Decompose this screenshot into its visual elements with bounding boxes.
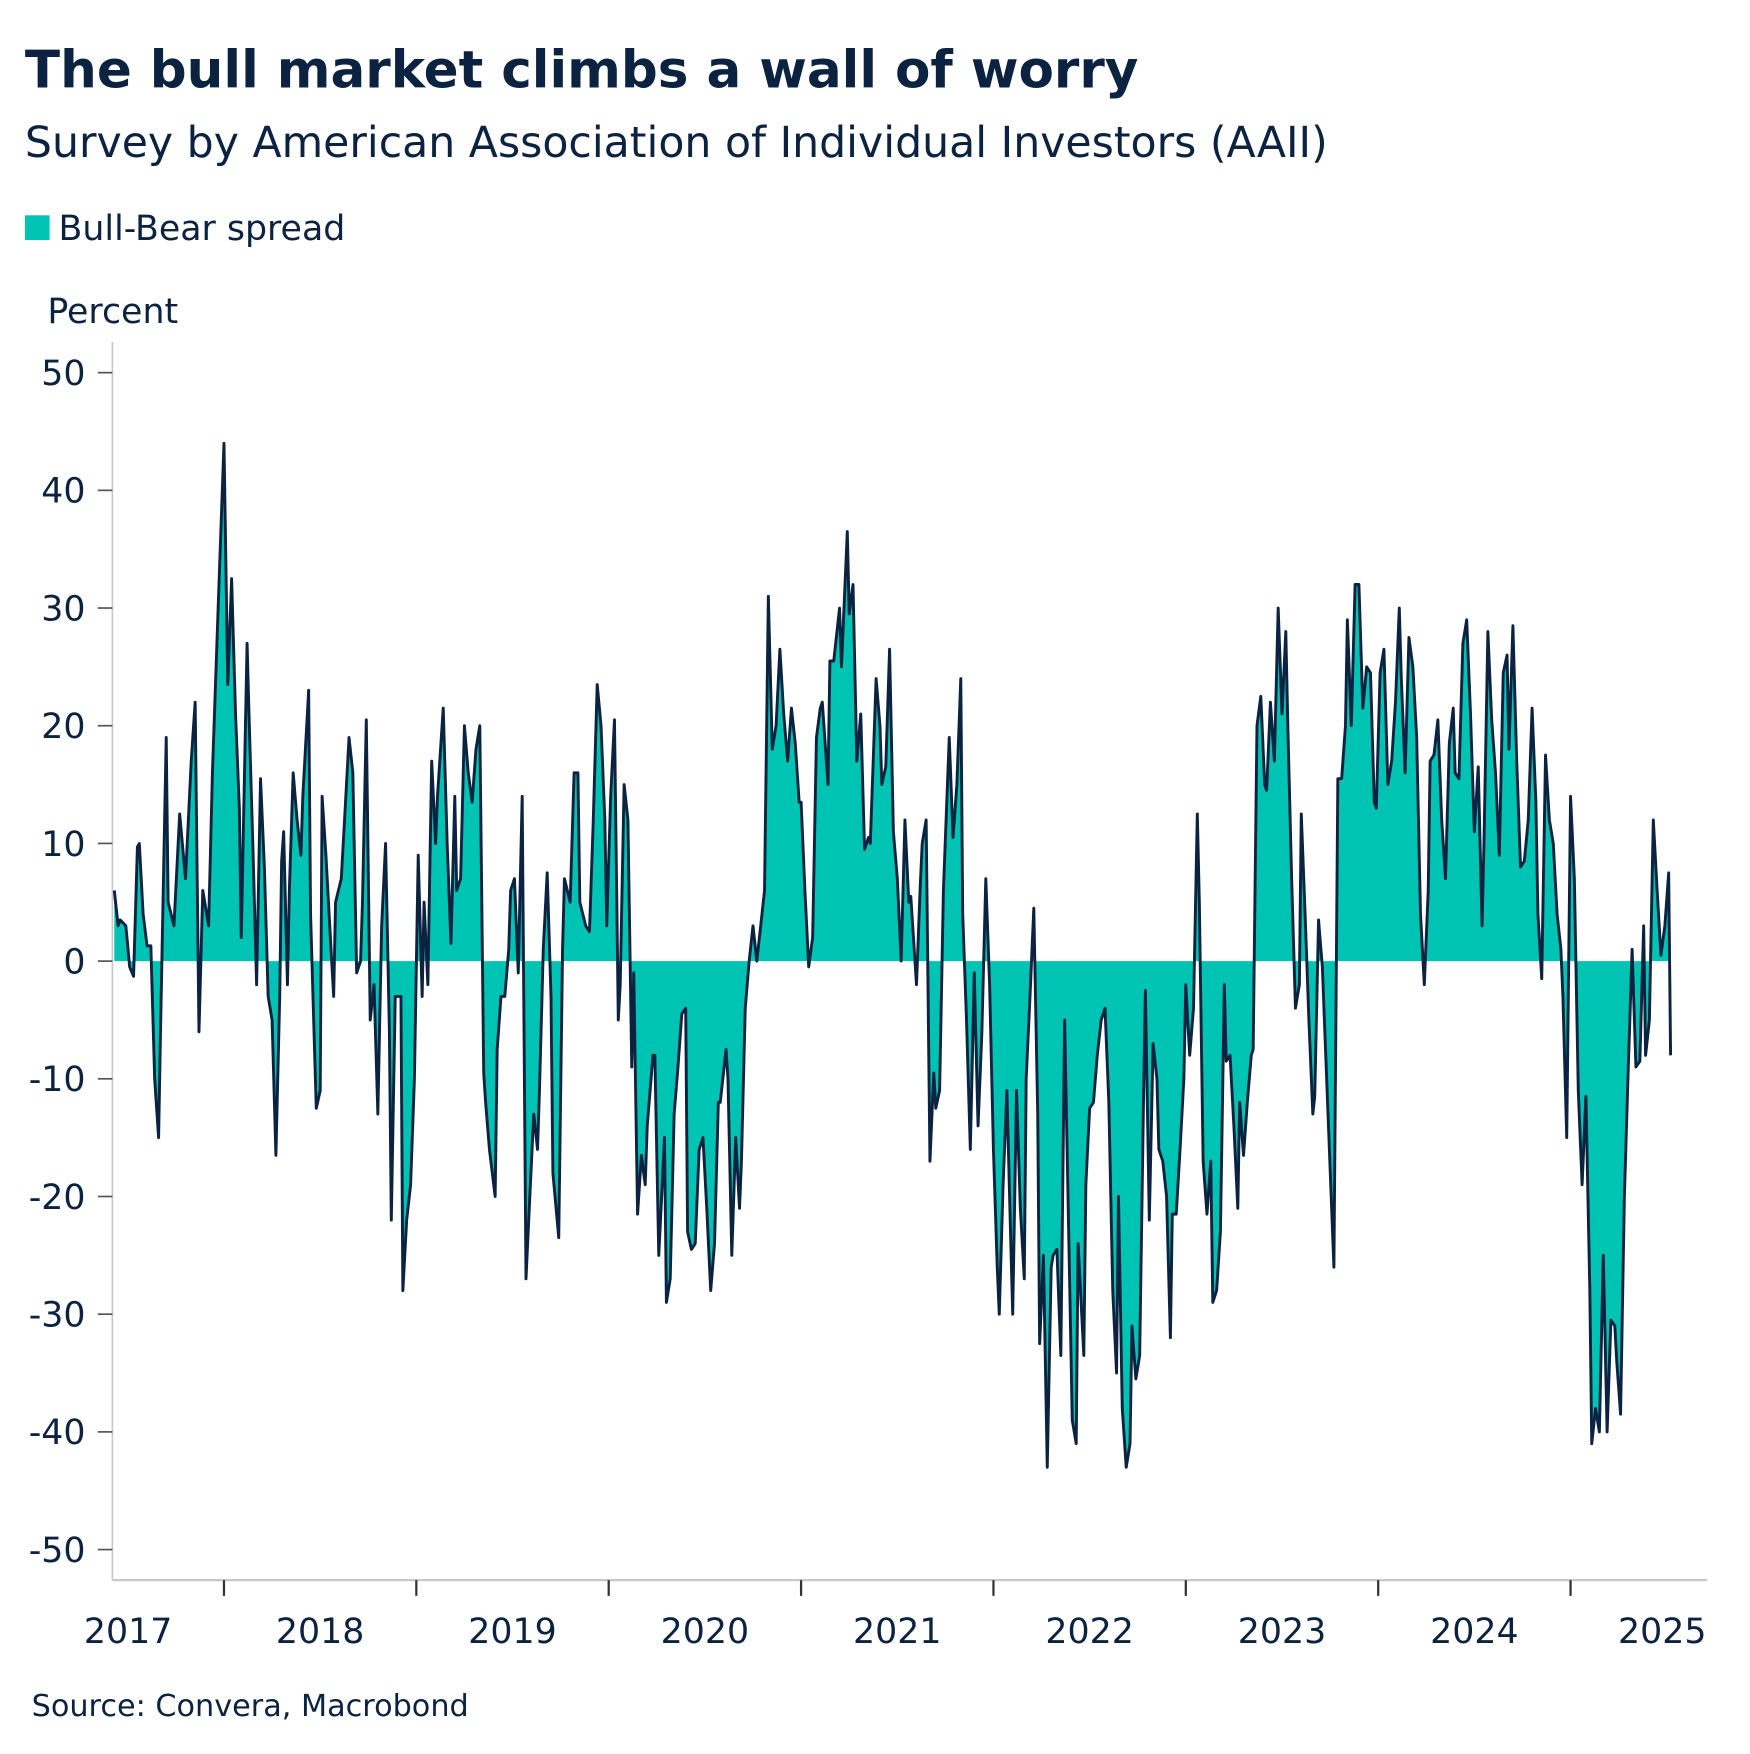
x-tick-label: 2019: [468, 1612, 556, 1652]
series-area-bull-bear-spread: [114, 443, 1671, 1468]
source-note: Source: Convera, Macrobond: [32, 1689, 469, 1724]
y-ticks: 50 40 30 20 10 0 -10 -20 -30 -40 -50: [29, 354, 113, 1571]
chart-subtitle: Survey by American Association of Indivi…: [25, 118, 1328, 168]
x-tick-label: 2017: [84, 1612, 172, 1652]
x-tick-label: 2023: [1238, 1612, 1326, 1652]
y-tick-label: 20: [41, 707, 85, 747]
x-tick-label: 2025: [1618, 1612, 1706, 1652]
legend-swatch: [24, 215, 50, 240]
y-axis-label: Percent: [47, 292, 178, 332]
y-tick-label: 50: [41, 354, 85, 394]
x-tick-label: 2020: [661, 1612, 749, 1652]
x-tick-label: 2021: [853, 1612, 941, 1652]
legend-label: Bull-Bear spread: [59, 209, 346, 249]
x-ticks: 2017 2018 2019 2020 2021 2022 2023 2024 2025: [84, 1580, 1707, 1652]
y-tick-label: 10: [41, 825, 85, 865]
chart-title: The bull market climbs a wall of worry: [25, 40, 1139, 100]
y-tick-label: -20: [29, 1178, 86, 1218]
y-tick-label: -40: [29, 1413, 86, 1453]
legend: Bull-Bear spread: [24, 209, 346, 249]
y-tick-label: 30: [41, 589, 85, 629]
y-tick-label: 0: [63, 942, 85, 982]
y-tick-label: 40: [41, 472, 85, 512]
x-tick-label: 2018: [276, 1612, 364, 1652]
y-tick-label: -10: [29, 1060, 86, 1100]
series-line-bull-bear-spread: [112, 441, 1673, 1469]
y-tick-label: -30: [29, 1296, 86, 1336]
y-tick-label: -50: [29, 1531, 86, 1571]
x-tick-label: 2022: [1045, 1612, 1133, 1652]
x-tick-label: 2024: [1430, 1612, 1518, 1652]
